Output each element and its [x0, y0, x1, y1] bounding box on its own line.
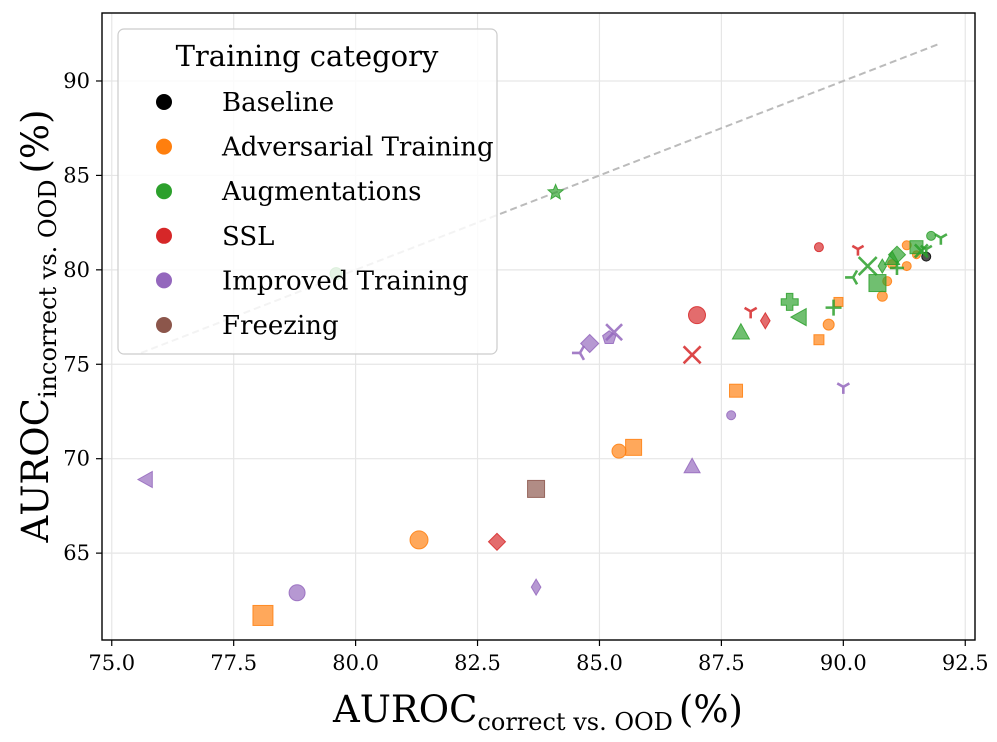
- x-axis-label: AUROCcorrect vs. OOD (%): [332, 688, 743, 736]
- data-point: [683, 457, 701, 474]
- data-point: [934, 233, 948, 245]
- y-axis-label-main: AUROC: [14, 398, 57, 543]
- legend-label: Baseline: [222, 88, 334, 118]
- x-tick-label: 85.0: [576, 651, 623, 675]
- x-axis-label-sub: correct vs. OOD: [477, 708, 672, 736]
- data-point: [857, 256, 878, 276]
- x-axis-label-main: AUROC: [332, 688, 477, 731]
- legend-marker: [156, 272, 172, 289]
- data-point: [625, 438, 643, 456]
- data-point: [833, 296, 844, 307]
- y-axis-label-sub: incorrect vs. OOD: [34, 180, 62, 399]
- y-axis-label: AUROCincorrect vs. OOD (%): [14, 109, 62, 543]
- data-point: [527, 479, 546, 498]
- data-point: [813, 242, 824, 253]
- data-point: [926, 230, 937, 241]
- data-point: [836, 382, 851, 394]
- data-point: [611, 443, 627, 459]
- x-axis-ticks: 75.0 77.5 80.0 82.5 85.0 87.5 90.0 92.5: [88, 640, 989, 675]
- y-tick-label: 65: [63, 541, 90, 565]
- legend-entries: Baseline Adversarial Training Augmentation…: [156, 88, 494, 341]
- y-tick-label: 80: [63, 258, 90, 282]
- legend-marker: [156, 138, 172, 155]
- x-tick-label: 80.0: [332, 651, 379, 675]
- legend-label: Freezing: [222, 311, 339, 341]
- y-tick-label: 90: [63, 69, 90, 93]
- x-tick-label: 90.0: [820, 651, 867, 675]
- data-point: [901, 261, 912, 272]
- x-tick-label: 92.5: [942, 651, 989, 675]
- data-point: [726, 410, 737, 421]
- legend-label: Adversarial Training: [221, 133, 494, 163]
- y-axis-ticks: 65 70 75 80 85 90: [63, 69, 102, 565]
- plot-frame: [101, 12, 976, 641]
- data-point: [409, 530, 429, 550]
- legend-label: Augmentations: [221, 177, 421, 207]
- legend-box: [117, 28, 498, 355]
- x-tick-label: 75.0: [88, 651, 135, 675]
- legend-marker: [156, 94, 172, 110]
- legend-title: Training category: [176, 39, 439, 73]
- data-point: [813, 334, 825, 346]
- legend-label: Improved Training: [222, 266, 469, 296]
- data-point: [759, 311, 771, 330]
- data-point: [822, 318, 835, 331]
- data-points: [136, 183, 948, 626]
- data-point: [288, 584, 306, 602]
- y-tick-label: 85: [63, 163, 90, 187]
- x-axis-label-unit: (%): [679, 688, 743, 731]
- y-axis-label-unit: (%): [14, 109, 57, 173]
- data-point: [729, 383, 744, 398]
- data-point: [868, 274, 887, 293]
- legend-label: SSL: [222, 222, 274, 252]
- data-point: [487, 532, 507, 552]
- data-point: [579, 333, 600, 354]
- y-tick-label: 75: [63, 352, 90, 376]
- data-point: [889, 260, 904, 275]
- data-point: [252, 604, 274, 626]
- data-point: [688, 306, 707, 325]
- data-point: [876, 290, 888, 302]
- data-point: [136, 470, 153, 489]
- data-point: [530, 578, 542, 597]
- data-point: [605, 323, 624, 342]
- data-point: [780, 292, 799, 311]
- x-tick-label: 87.5: [698, 651, 745, 675]
- data-point: [546, 183, 565, 200]
- data-point: [789, 307, 807, 327]
- legend-marker: [156, 317, 172, 333]
- data-point: [731, 322, 751, 340]
- data-point: [877, 258, 888, 275]
- x-tick-label: 77.5: [210, 651, 257, 675]
- y-tick-label: 70: [63, 447, 90, 471]
- x-tick-label: 82.5: [454, 651, 501, 675]
- data-point: [743, 306, 758, 319]
- data-point: [825, 299, 842, 316]
- legend-marker: [156, 227, 172, 244]
- data-point: [851, 244, 865, 256]
- legend: Training category Baseline Adversarial Tr…: [117, 28, 498, 355]
- data-point: [571, 345, 586, 361]
- data-point: [682, 345, 702, 365]
- legend-marker: [156, 183, 172, 200]
- data-point: [845, 269, 859, 285]
- data-point: [919, 244, 933, 256]
